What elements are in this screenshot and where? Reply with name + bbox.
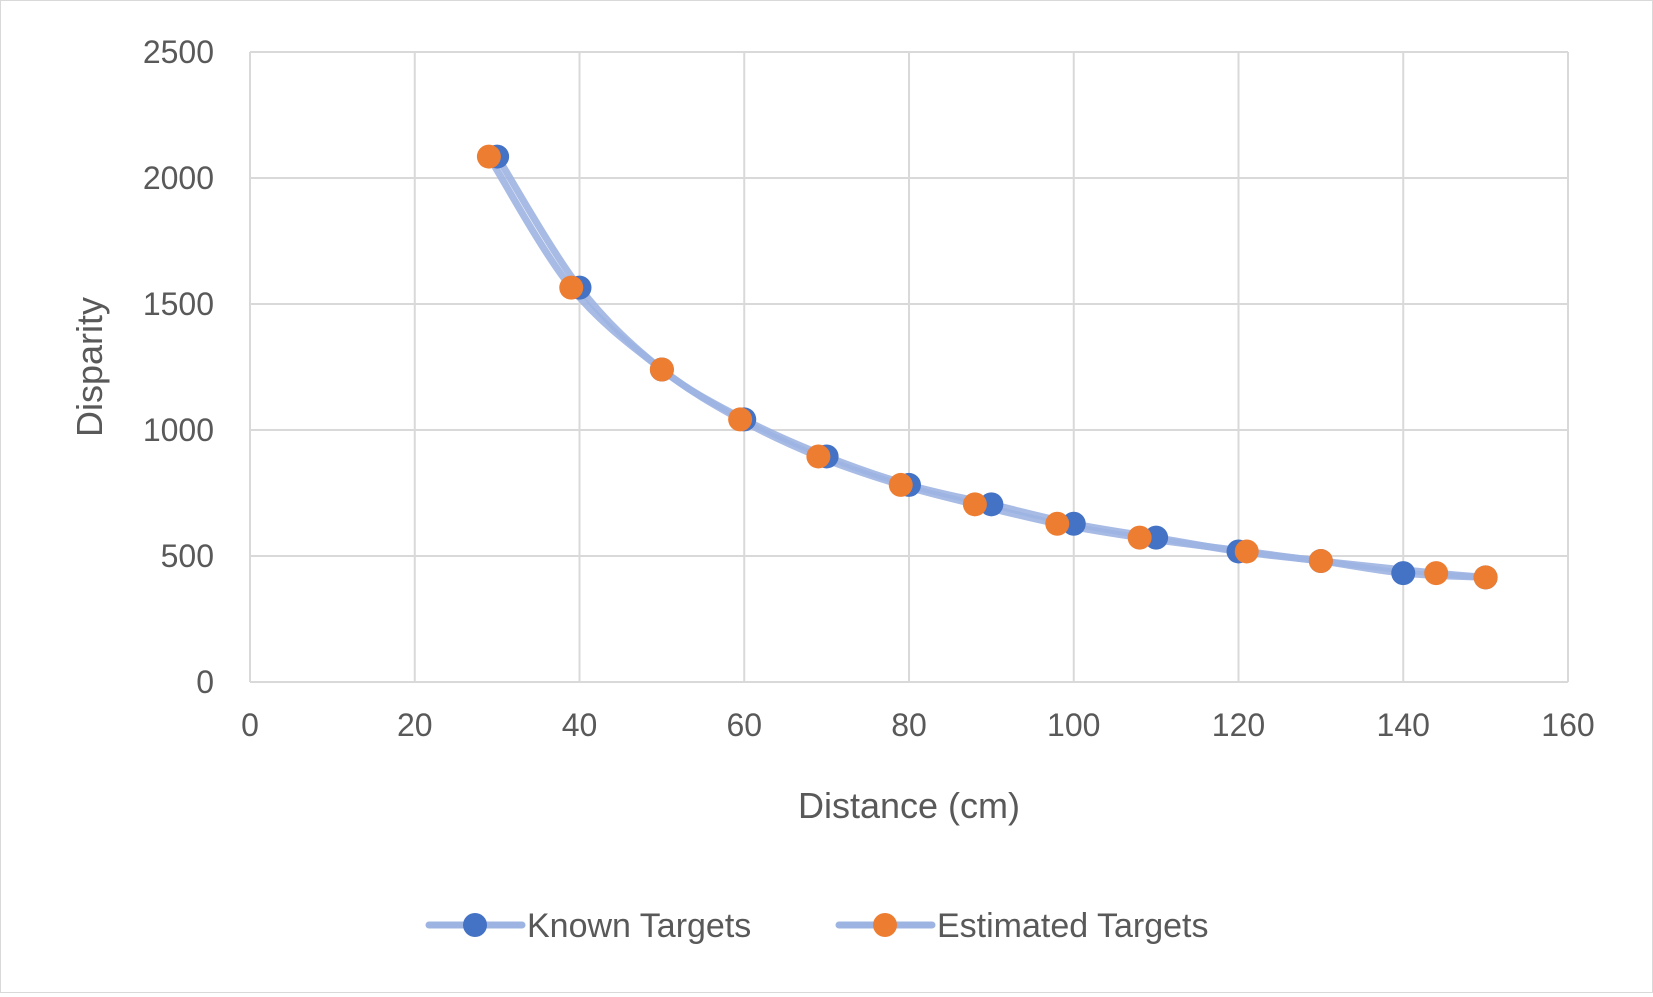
x-tick-label: 80 [891, 707, 927, 743]
x-tick-labels: 0 20 40 60 80 100 120 140 160 [241, 707, 1595, 743]
data-point [649, 357, 674, 382]
gridlines [249, 51, 1569, 683]
data-point [1473, 565, 1498, 590]
data-point [888, 472, 913, 497]
legend-item-1: Estimated Targets [835, 907, 1209, 945]
legend-label: Estimated Targets [937, 907, 1209, 945]
legend: Known Targets Estimated Targets [425, 907, 1209, 945]
data-point [1424, 561, 1449, 586]
data-point [1045, 511, 1070, 536]
series-points-0 [485, 144, 1498, 590]
legend-label: Known Targets [527, 907, 751, 945]
x-tick-label: 20 [397, 707, 433, 743]
data-point [1127, 525, 1152, 550]
x-tick-label: 140 [1377, 707, 1430, 743]
x-tick-label: 100 [1047, 707, 1100, 743]
data-point [979, 492, 1004, 517]
data-point [962, 492, 987, 517]
legend-marker-swatch [463, 913, 487, 937]
x-tick-label: 0 [241, 707, 259, 743]
data-point [476, 144, 501, 169]
series-layer [476, 144, 1498, 590]
y-tick-label: 2500 [143, 34, 214, 70]
y-tick-label: 1000 [143, 412, 214, 448]
y-tick-labels: 0 500 1000 1500 2000 2500 [143, 34, 214, 700]
data-point [1308, 549, 1333, 574]
y-tick-label: 1500 [143, 286, 214, 322]
series-markers [476, 144, 1498, 590]
y-tick-label: 2000 [143, 160, 214, 196]
x-tick-label: 160 [1541, 707, 1594, 743]
y-tick-label: 500 [161, 538, 214, 574]
data-point [1234, 539, 1259, 564]
data-point [806, 444, 831, 469]
x-tick-label: 120 [1212, 707, 1265, 743]
y-tick-label: 0 [196, 664, 214, 700]
legend-marker-swatch [873, 913, 897, 937]
data-point [559, 275, 584, 300]
data-point [728, 407, 753, 432]
legend-item-0: Known Targets [425, 907, 751, 945]
x-tick-label: 60 [726, 707, 762, 743]
x-axis-title: Distance (cm) [798, 785, 1020, 826]
series-points-1 [476, 144, 1498, 590]
x-tick-label: 40 [562, 707, 598, 743]
data-point [1061, 511, 1086, 536]
y-axis-title: Disparity [69, 297, 110, 437]
data-point [1391, 561, 1416, 586]
data-point [1144, 525, 1169, 550]
